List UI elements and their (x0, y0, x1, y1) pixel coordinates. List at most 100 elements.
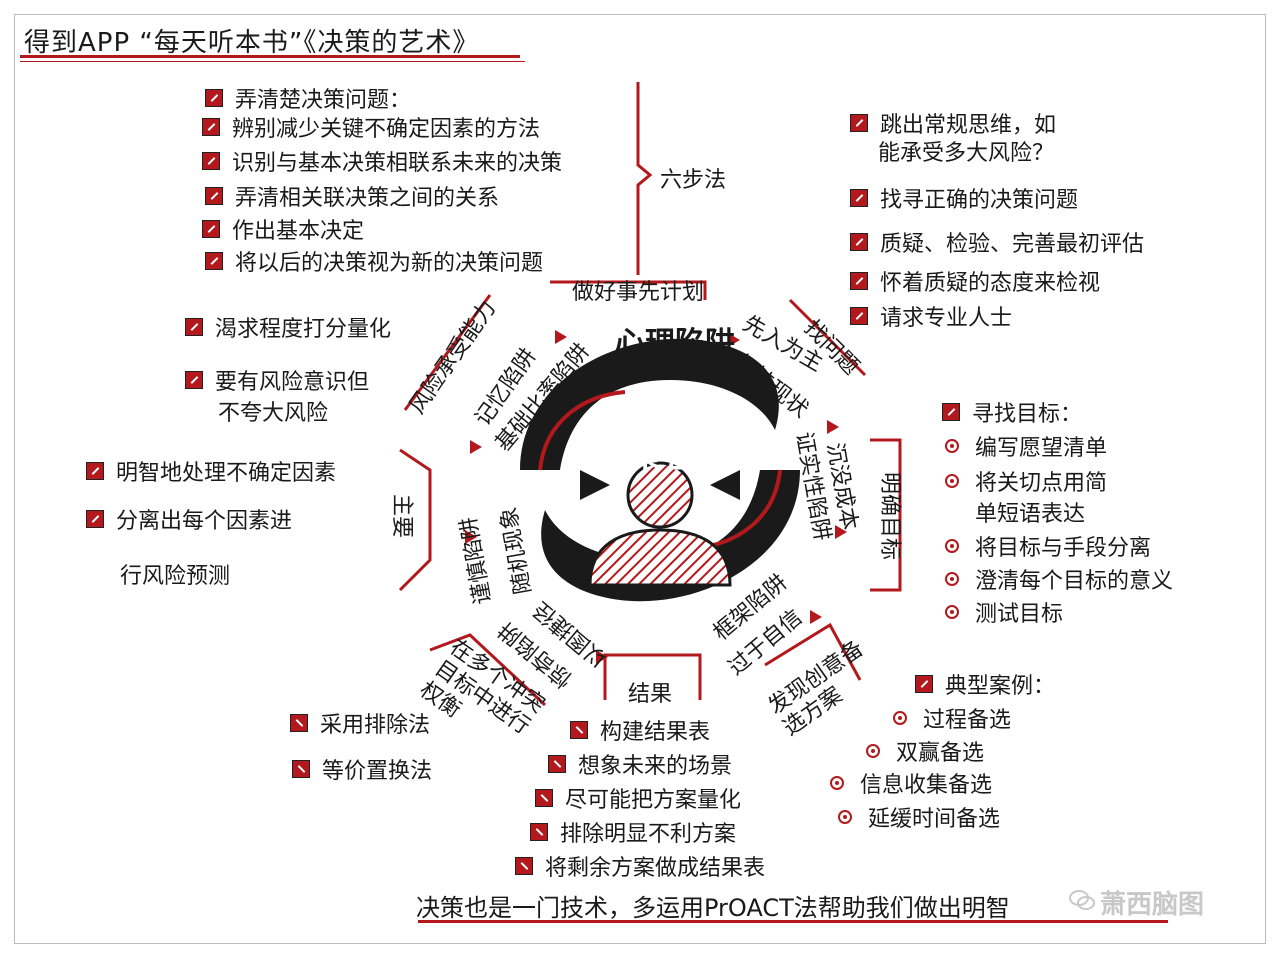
checkbox-icon (202, 220, 220, 238)
risk-item: 要有风险意识但 (185, 364, 369, 396)
six-step-item: 作出基本决定 (202, 213, 364, 245)
checkbox-icon (202, 152, 220, 170)
checkbox-icon (915, 675, 933, 693)
person-body-icon (588, 528, 732, 587)
result-item: 尽可能把方案量化 (535, 782, 741, 814)
creative-item: 过程备选 (893, 702, 1011, 734)
ring-divider-left (398, 448, 432, 592)
checkbox-icon (850, 114, 868, 132)
swirl-inner-left (538, 390, 626, 471)
ring-divider-bottomright (764, 622, 862, 681)
marker-1 (728, 333, 740, 347)
risk-item-cont: 不夸大风险 (218, 401, 329, 426)
ring-divider-topright (788, 298, 867, 377)
title-underline-thin (20, 61, 525, 62)
creative-item: 信息收集备选 (830, 767, 992, 799)
six-step-item: 将以后的决策视为新的决策问题 (205, 245, 543, 277)
checkbox-icon (202, 118, 220, 136)
person-head-icon (626, 461, 694, 529)
goal-item: 编写愿望清单 (945, 430, 1107, 462)
title-underline (20, 55, 520, 58)
section-six-steps: 六步法 (660, 168, 727, 193)
marker-5 (596, 650, 608, 664)
marker-2 (827, 420, 839, 434)
ring-title: 心理陷阱 (615, 326, 735, 361)
checkbox-icon (850, 307, 868, 325)
section-plan: 做好事先计划 (572, 280, 705, 305)
wechat-icon (1069, 890, 1095, 910)
checkbox-icon (292, 760, 310, 778)
bullet-icon (830, 776, 844, 790)
checkbox-icon (205, 252, 223, 270)
result-item: 想象未来的场景 (548, 748, 732, 780)
ring-divider-topleft (403, 294, 492, 411)
find-problem-item: 质疑、检验、完善最初评估 (850, 226, 1144, 258)
marker-6 (470, 440, 482, 454)
goal-item: 澄清每个目标的意义 (945, 563, 1173, 595)
ring-divider-right (870, 438, 902, 592)
six-step-item: 辨别减少关键不确定因素的方法 (202, 111, 540, 143)
footer-text: 决策也是一门技术，多运用PrOACT法帮助我们做出明智 (416, 894, 1010, 922)
goal-item: 将目标与手段分离 (945, 530, 1151, 562)
six-step-item: 弄清相关联决策之间的关系 (205, 180, 499, 212)
checkbox-icon (570, 721, 588, 739)
checkbox-icon (86, 462, 104, 480)
tradeoff-item: 采用排除法 (290, 707, 430, 739)
checkbox-icon (850, 189, 868, 207)
checkbox-icon (535, 789, 553, 807)
page-frame (14, 14, 1266, 944)
bullet-icon (945, 539, 959, 553)
checkbox-icon (548, 755, 566, 773)
bullet-icon (945, 474, 959, 488)
ring-divider-bottom (603, 653, 702, 700)
footer-underline (418, 920, 1168, 923)
checkbox-icon (850, 272, 868, 290)
watermark: 萧西脑图 (1100, 890, 1205, 920)
checkbox-icon (205, 187, 223, 205)
checkbox-icon (185, 318, 203, 336)
center-title: 决策艺术 (592, 436, 736, 476)
bullet-icon (838, 810, 852, 824)
risk-item: 渴求程度打分量化 (185, 311, 391, 343)
find-problem-item: 跳出常规思维，如 (850, 107, 1056, 139)
find-problem-item: 怀着质疑的态度来检视 (850, 265, 1100, 297)
six-step-item: 识别与基本决策相联系未来的决策 (202, 145, 562, 177)
marker-3 (835, 525, 847, 539)
checkbox-icon (515, 857, 533, 875)
main-item: 明智地处理不确定因素 (86, 455, 336, 487)
central-diagram (398, 280, 902, 707)
six-steps-bracket (636, 82, 653, 275)
arrow-right (580, 470, 610, 500)
tradeoff-item: 等价置换法 (292, 753, 432, 785)
ring-divider-bottomleft (429, 633, 547, 707)
checkbox-icon (942, 403, 960, 421)
creative-item: 延缓时间备选 (838, 801, 1000, 833)
ring-divider-top (550, 280, 707, 300)
marker-4 (810, 610, 822, 624)
result-item: 构建结果表 (570, 714, 710, 746)
checkbox-icon (530, 823, 548, 841)
main-item-cont: 行风险预测 (120, 564, 231, 589)
find-problem-item-cont: 能承受多大风险？ (878, 141, 1055, 166)
result-item: 将剩余方案做成结果表 (515, 850, 765, 882)
bullet-icon (945, 605, 959, 619)
section-results: 结果 (628, 682, 673, 707)
bullet-icon (945, 572, 959, 586)
section-clear-goal: 明确目标 (877, 471, 903, 561)
find-problem-item: 找寻正确的决策问题 (850, 182, 1078, 214)
main-item: 分离出每个因素进 (86, 503, 292, 535)
marker-7 (465, 530, 477, 544)
find-problem-item: 请求专业人士 (850, 300, 1012, 332)
section-main: 主要 (389, 493, 415, 539)
goal-item-cont: 单短语表达 (975, 502, 1086, 527)
page-title: 得到APP “每天听本书”《决策的艺术》 (24, 28, 480, 58)
checkbox-icon (850, 233, 868, 251)
bullet-icon (866, 744, 880, 758)
checkbox-icon (290, 714, 308, 732)
arrow-left (710, 470, 740, 500)
checkbox-icon (185, 371, 203, 389)
bullet-icon (945, 439, 959, 453)
goal-head: 寻找目标： (942, 396, 1082, 428)
swirl-top (520, 338, 779, 470)
